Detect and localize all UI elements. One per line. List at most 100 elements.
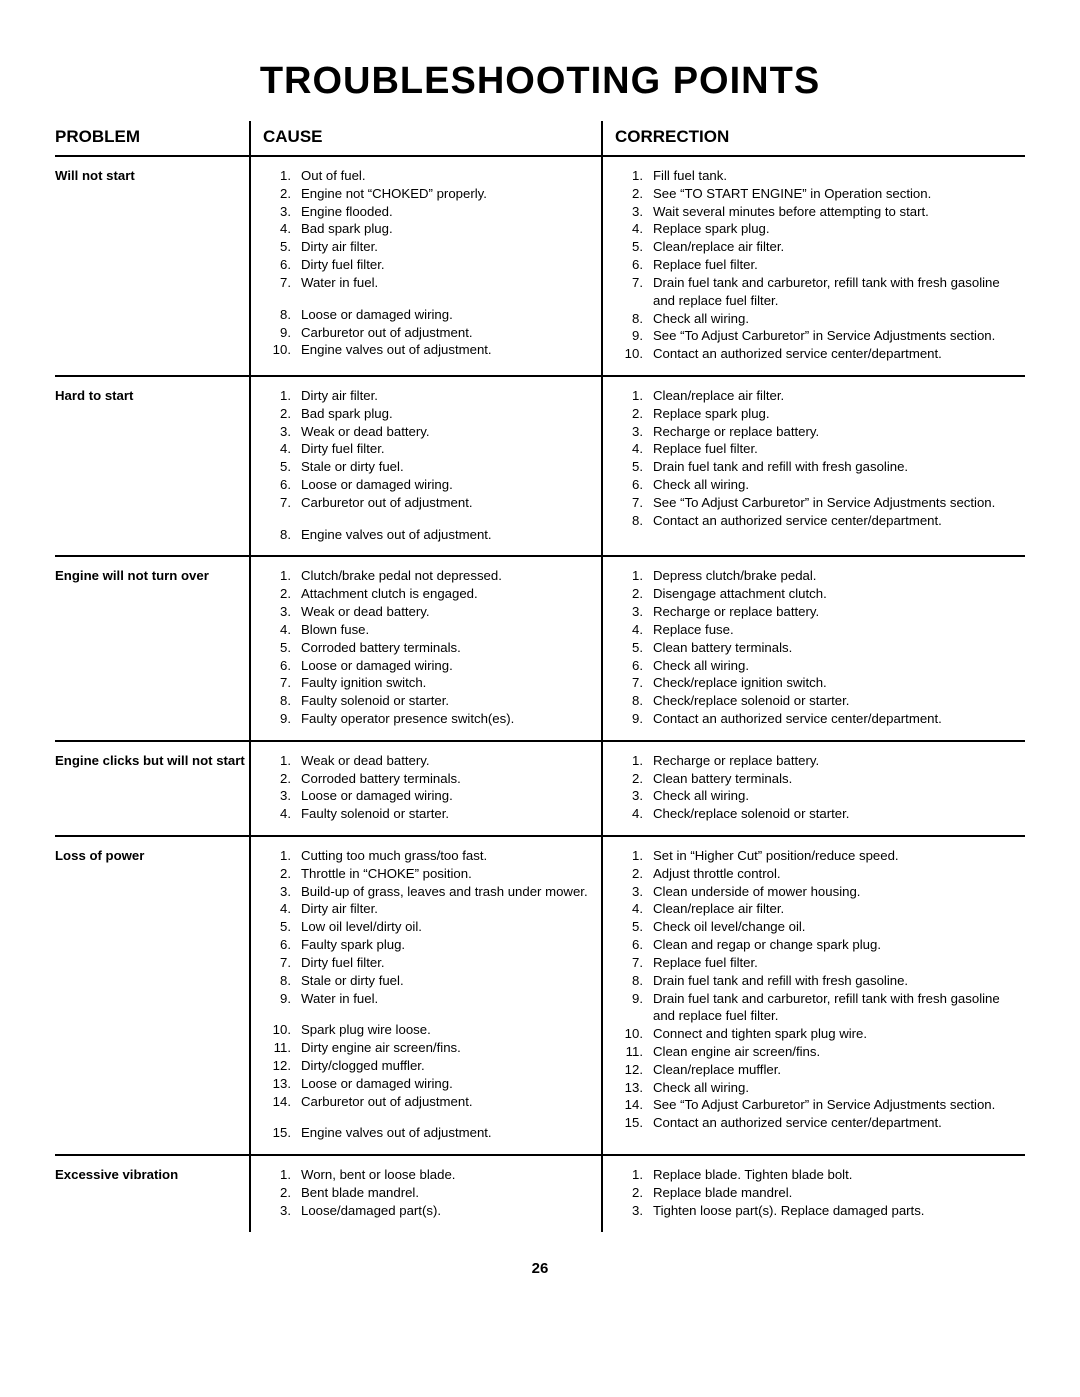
list-number: 4. — [263, 220, 301, 238]
list-item: 7.Check/replace ignition switch. — [615, 674, 1017, 692]
list-item-text: Check all wiring. — [653, 310, 1017, 328]
list-item-text: Weak or dead battery. — [301, 752, 593, 770]
list-item-text: Cutting too much grass/too fast. — [301, 847, 593, 865]
list-item-text: Contact an authorized service center/dep… — [653, 710, 1017, 728]
list-item-text: Drain fuel tank and carburetor, refill t… — [653, 990, 1017, 1026]
troubleshooting-table: PROBLEM CAUSE CORRECTION Will not start1… — [55, 121, 1025, 1232]
list-item-text: Check oil level/change oil. — [653, 918, 1017, 936]
problem-label: Hard to start — [55, 387, 245, 405]
list-item: 2.Replace spark plug. — [615, 405, 1017, 423]
list-item: 3.Engine flooded. — [263, 203, 593, 221]
list-number: 8. — [263, 306, 301, 324]
list-number: 4. — [615, 440, 653, 458]
list-item: 9.Carburetor out of adjustment. — [263, 324, 593, 342]
list-item: 9.Drain fuel tank and carburetor, refill… — [615, 990, 1017, 1026]
list-item-text: Replace blade. Tighten blade bolt. — [653, 1166, 1017, 1184]
list-item: 8.Contact an authorized service center/d… — [615, 512, 1017, 530]
list-item-text: Recharge or replace battery. — [653, 752, 1017, 770]
list-item: 4.Replace fuse. — [615, 621, 1017, 639]
list-item: 15.Contact an authorized service center/… — [615, 1114, 1017, 1132]
list-item: 2.Corroded battery terminals. — [263, 770, 593, 788]
list-item: 2.Bad spark plug. — [263, 405, 593, 423]
list-item: 2.Bent blade mandrel. — [263, 1184, 593, 1202]
table-row: Hard to start1.Dirty air filter.2.Bad sp… — [55, 376, 1025, 557]
list-item-text: Faulty solenoid or starter. — [301, 692, 593, 710]
list-item: 2.Throttle in “CHOKE” position. — [263, 865, 593, 883]
header-problem: PROBLEM — [55, 121, 250, 156]
problem-label: Excessive vibration — [55, 1166, 245, 1184]
list-item-text: Bad spark plug. — [301, 220, 593, 238]
list-item-text: Faulty ignition switch. — [301, 674, 593, 692]
list-item-text: Engine valves out of adjustment. — [301, 341, 593, 359]
list-number: 6. — [615, 936, 653, 954]
table-row: Loss of power1.Cutting too much grass/to… — [55, 836, 1025, 1155]
list-number: 7. — [615, 494, 653, 512]
list-item-text: Dirty air filter. — [301, 900, 593, 918]
page-title: TROUBLESHOOTING POINTS — [55, 60, 1025, 103]
list-item-text: Faulty spark plug. — [301, 936, 593, 954]
list-number: 9. — [263, 990, 301, 1008]
problem-label: Engine clicks but will not start — [55, 752, 245, 770]
list-item: 3.Recharge or replace battery. — [615, 603, 1017, 621]
list-number: 1. — [263, 387, 301, 405]
list-number: 8. — [263, 692, 301, 710]
list-item-text: Attachment clutch is engaged. — [301, 585, 593, 603]
list-number: 8. — [615, 692, 653, 710]
list-number: 3. — [263, 787, 301, 805]
list-item: 8.Drain fuel tank and refill with fresh … — [615, 972, 1017, 990]
list-item-text: Loose or damaged wiring. — [301, 476, 593, 494]
list-item: 3.Clean underside of mower housing. — [615, 883, 1017, 901]
list-item-text: Out of fuel. — [301, 167, 593, 185]
list-number: 9. — [615, 710, 653, 728]
list-item-text: Contact an authorized service center/dep… — [653, 1114, 1017, 1132]
list-number: 1. — [615, 167, 653, 185]
list-number: 3. — [263, 883, 301, 901]
list-item-text: Replace blade mandrel. — [653, 1184, 1017, 1202]
list-number: 2. — [615, 865, 653, 883]
list-item: 7.Replace fuel filter. — [615, 954, 1017, 972]
list-item-text: Low oil level/dirty oil. — [301, 918, 593, 936]
list-item: 6.Replace fuel filter. — [615, 256, 1017, 274]
list-number: 7. — [263, 274, 301, 292]
list-item-text: Clean/replace air filter. — [653, 238, 1017, 256]
list-item: 9.Water in fuel. — [263, 990, 593, 1008]
list-number: 1. — [615, 752, 653, 770]
list-number: 15. — [615, 1114, 653, 1132]
list-item-text: Drain fuel tank and refill with fresh ga… — [653, 458, 1017, 476]
list-number: 8. — [263, 526, 301, 544]
list-item-text: Clean/replace air filter. — [653, 900, 1017, 918]
list-item-text: Blown fuse. — [301, 621, 593, 639]
list-number: 3. — [263, 603, 301, 621]
list-item: 6.Check all wiring. — [615, 476, 1017, 494]
list-item-text: Check all wiring. — [653, 657, 1017, 675]
list-item-text: Replace fuel filter. — [653, 256, 1017, 274]
list-item-text: Weak or dead battery. — [301, 423, 593, 441]
list-item-text: Engine not “CHOKED” properly. — [301, 185, 593, 203]
list-item: 7.Dirty fuel filter. — [263, 954, 593, 972]
list-item: 2.Adjust throttle control. — [615, 865, 1017, 883]
list-item: 3.Wait several minutes before attempting… — [615, 203, 1017, 221]
list-item-text: Clean underside of mower housing. — [653, 883, 1017, 901]
list-item: 3.Loose or damaged wiring. — [263, 787, 593, 805]
list-item: 6.Faulty spark plug. — [263, 936, 593, 954]
list-item-text: Replace fuel filter. — [653, 954, 1017, 972]
list-number: 2. — [263, 770, 301, 788]
list-item-text: Spark plug wire loose. — [301, 1021, 593, 1039]
list-number: 2. — [615, 405, 653, 423]
list-item-text: Depress clutch/brake pedal. — [653, 567, 1017, 585]
list-item: 10.Engine valves out of adjustment. — [263, 341, 593, 359]
list-item-text: Worn, bent or loose blade. — [301, 1166, 593, 1184]
list-item-text: Carburetor out of adjustment. — [301, 324, 593, 342]
list-item: 5.Drain fuel tank and refill with fresh … — [615, 458, 1017, 476]
list-number: 10. — [263, 341, 301, 359]
list-item-text: Clean and regap or change spark plug. — [653, 936, 1017, 954]
list-item-text: Tighten loose part(s). Replace damaged p… — [653, 1202, 1017, 1220]
list-item: 2.Replace blade mandrel. — [615, 1184, 1017, 1202]
list-number: 6. — [615, 657, 653, 675]
list-item-text: Loose or damaged wiring. — [301, 306, 593, 324]
list-item-text: Disengage attachment clutch. — [653, 585, 1017, 603]
list-number: 1. — [263, 1166, 301, 1184]
list-item-text: Recharge or replace battery. — [653, 603, 1017, 621]
list-item-text: Weak or dead battery. — [301, 603, 593, 621]
list-item: 7.Carburetor out of adjustment. — [263, 494, 593, 512]
